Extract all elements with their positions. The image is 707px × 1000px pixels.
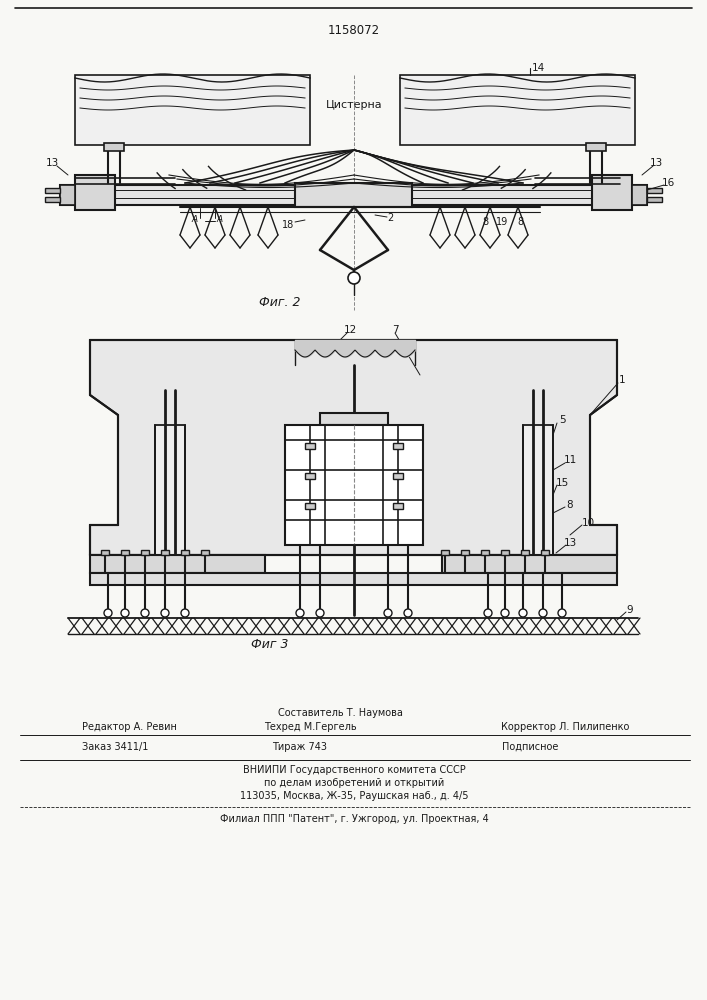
Text: 13: 13: [45, 158, 59, 168]
Circle shape: [519, 609, 527, 617]
Text: 2: 2: [387, 213, 393, 223]
Circle shape: [121, 609, 129, 617]
Bar: [521, 550, 529, 555]
Bar: [647, 188, 662, 193]
Bar: [441, 550, 449, 555]
Text: 9: 9: [626, 605, 633, 615]
Bar: [305, 473, 315, 479]
Text: по делам изобретений и открытий: по делам изобретений и открытий: [264, 778, 444, 788]
Circle shape: [484, 609, 492, 617]
Bar: [320, 413, 388, 425]
Circle shape: [296, 609, 304, 617]
Bar: [60, 185, 647, 205]
Text: А: А: [192, 216, 198, 225]
Text: Заказ 3411/1: Заказ 3411/1: [82, 742, 148, 752]
Bar: [523, 425, 553, 555]
Text: 13: 13: [649, 158, 662, 168]
Bar: [481, 550, 489, 555]
Bar: [393, 473, 403, 479]
Text: Фиг. 2: Фиг. 2: [259, 296, 300, 308]
Bar: [45, 188, 60, 193]
Bar: [90, 573, 617, 585]
Text: 14: 14: [532, 63, 544, 73]
Bar: [90, 555, 265, 573]
Bar: [541, 550, 549, 555]
Bar: [647, 197, 662, 202]
Bar: [141, 550, 149, 555]
Bar: [393, 503, 403, 509]
Text: 8: 8: [482, 217, 488, 227]
Text: Цистерна: Цистерна: [326, 100, 382, 110]
Text: Корректор Л. Пилипенко: Корректор Л. Пилипенко: [501, 722, 629, 732]
Polygon shape: [75, 75, 310, 145]
Circle shape: [141, 609, 149, 617]
Bar: [121, 550, 129, 555]
Text: Техред М.Гергель: Техред М.Гергель: [264, 722, 356, 732]
Circle shape: [104, 609, 112, 617]
Text: 15: 15: [556, 478, 568, 488]
Bar: [285, 425, 423, 545]
Circle shape: [501, 609, 509, 617]
Circle shape: [181, 609, 189, 617]
Text: 113035, Москва, Ж-35, Раушская наб., д. 4/5: 113035, Москва, Ж-35, Раушская наб., д. …: [240, 791, 468, 801]
Bar: [75, 175, 115, 210]
Bar: [632, 185, 647, 205]
Circle shape: [161, 609, 169, 617]
Polygon shape: [400, 75, 635, 145]
Bar: [155, 425, 185, 555]
Circle shape: [404, 609, 412, 617]
Bar: [101, 550, 109, 555]
Bar: [461, 550, 469, 555]
Bar: [305, 443, 315, 449]
Text: Подписное: Подписное: [502, 742, 559, 752]
Text: Редактор А. Ревин: Редактор А. Ревин: [82, 722, 177, 732]
Text: 12: 12: [344, 325, 356, 335]
Text: 19: 19: [496, 217, 508, 227]
Text: А: А: [217, 216, 223, 225]
Text: 1158072: 1158072: [328, 23, 380, 36]
Bar: [201, 550, 209, 555]
Circle shape: [558, 609, 566, 617]
Text: ВНИИПИ Государственного комитета СССР: ВНИИПИ Государственного комитета СССР: [243, 765, 465, 775]
Bar: [104, 143, 124, 151]
Bar: [442, 555, 617, 573]
Circle shape: [384, 609, 392, 617]
Text: 10: 10: [581, 518, 595, 528]
Bar: [295, 183, 412, 207]
Text: Фиг 3: Фиг 3: [251, 639, 288, 652]
Text: Тираж 743: Тираж 743: [272, 742, 327, 752]
Text: 8: 8: [567, 500, 573, 510]
Text: 11: 11: [563, 455, 577, 465]
Bar: [305, 503, 315, 509]
Polygon shape: [90, 340, 617, 555]
Text: 7: 7: [392, 325, 398, 335]
Text: 18: 18: [282, 220, 294, 230]
Bar: [60, 185, 75, 205]
Text: 16: 16: [661, 178, 674, 188]
Circle shape: [316, 609, 324, 617]
Bar: [592, 175, 632, 210]
Bar: [161, 550, 169, 555]
Text: 5: 5: [559, 415, 566, 425]
Text: 13: 13: [563, 538, 577, 548]
Bar: [45, 197, 60, 202]
Text: 1: 1: [619, 375, 625, 385]
Bar: [181, 550, 189, 555]
Bar: [501, 550, 509, 555]
Text: 8: 8: [517, 217, 523, 227]
Circle shape: [348, 272, 360, 284]
Text: Составитель Т. Наумова: Составитель Т. Наумова: [278, 708, 402, 718]
Bar: [586, 143, 606, 151]
Circle shape: [539, 609, 547, 617]
Bar: [393, 443, 403, 449]
Text: Филиал ППП "Патент", г. Ужгород, ул. Проектная, 4: Филиал ППП "Патент", г. Ужгород, ул. Про…: [220, 814, 489, 824]
